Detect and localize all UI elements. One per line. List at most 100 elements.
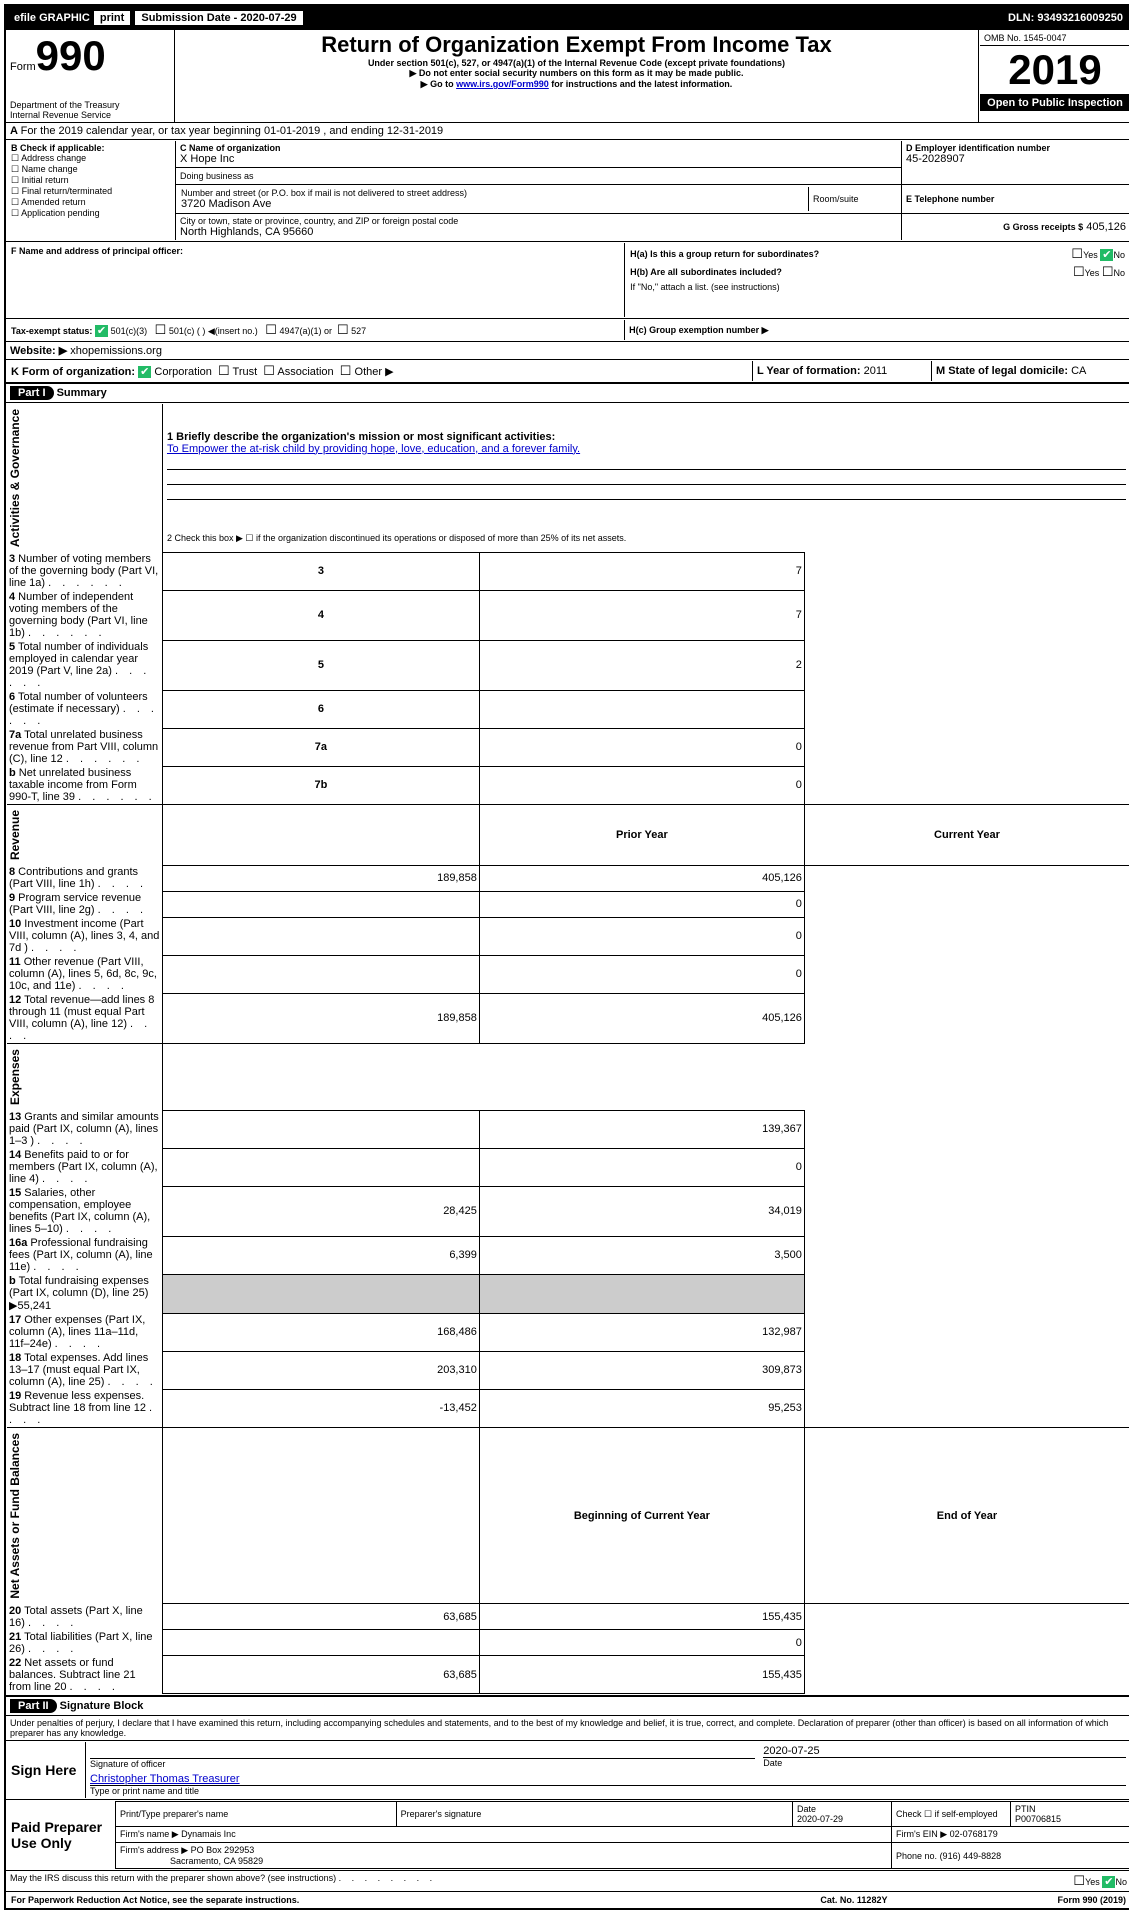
header-center: Return of Organization Exempt From Incom…	[175, 30, 979, 123]
dept-treasury: Department of the Treasury	[10, 100, 170, 110]
data-row: 22 Net assets or fund balances. Subtract…	[7, 1656, 1129, 1694]
box-d: D Employer identification number 45-2028…	[902, 141, 1129, 185]
end-year-hdr: End of Year	[804, 1428, 1129, 1604]
data-row: 14 Benefits paid to or for members (Part…	[7, 1148, 1129, 1186]
gov-row: 4 Number of independent voting members o…	[7, 590, 1129, 640]
top-bar: efile GRAPHIC print Submission Date - 20…	[5, 5, 1129, 30]
box-c-dba: Doing business as	[176, 168, 902, 185]
chk-final[interactable]: ☐ Final return/terminated	[11, 186, 171, 197]
prior-year-hdr: Prior Year	[479, 805, 804, 866]
firm-ein: Firm's EIN ▶ 02-0768179	[892, 1827, 1129, 1843]
data-row: 11 Other revenue (Part VIII, column (A),…	[7, 955, 1129, 993]
part1-header: Part I Summary	[5, 383, 1129, 403]
data-row: 20 Total assets (Part X, line 16) . . . …	[7, 1604, 1129, 1630]
self-emp[interactable]: Check ☐ if self-employed	[892, 1802, 1011, 1827]
discuss-yes[interactable]: ☐	[1073, 1873, 1085, 1888]
gov-row: 5 Total number of individuals employed i…	[7, 640, 1129, 690]
box-c-name: C Name of organization X Hope Inc	[176, 141, 902, 168]
print-button[interactable]: print	[93, 10, 131, 26]
form-id-box: Form990 Department of the Treasury Inter…	[5, 30, 175, 123]
mission-text: To Empower the at-risk child by providin…	[167, 443, 580, 455]
chk-trust[interactable]: ☐	[218, 363, 230, 378]
data-row: 15 Salaries, other compensation, employe…	[7, 1186, 1129, 1236]
chk-4947[interactable]: ☐	[265, 322, 277, 337]
firm-name: Firm's name ▶ Dynamais Inc	[116, 1827, 892, 1843]
chk-501c3[interactable]: ✔	[95, 325, 108, 337]
tax-year: 2019	[980, 46, 1129, 95]
box-c-city: City or town, state or province, country…	[176, 214, 902, 241]
efile-label: efile GRAPHIC print Submission Date - 20…	[10, 8, 800, 28]
data-row: 13 Grants and similar amounts paid (Part…	[7, 1110, 1129, 1148]
chk-527[interactable]: ☐	[337, 322, 349, 337]
ha-no[interactable]: ✔	[1100, 249, 1113, 261]
form-word: Form	[10, 61, 36, 73]
chk-assoc[interactable]: ☐	[263, 363, 275, 378]
form-990: efile GRAPHIC print Submission Date - 20…	[4, 4, 1129, 1910]
box-j: Website: ▶ xhopemissions.org	[5, 342, 1129, 360]
box-g: G Gross receipts $ 405,126	[902, 214, 1129, 241]
chk-501c[interactable]: ☐	[155, 322, 167, 337]
box-hc: H(c) Group exemption number ▶	[625, 320, 1129, 340]
gov-row: b Net unrelated business taxable income …	[7, 766, 1129, 805]
declaration: Under penalties of perjury, I declare th…	[5, 1716, 1129, 1741]
period-line: A For the 2019 calendar year, or tax yea…	[5, 123, 1129, 140]
submission-date: Submission Date - 2020-07-29	[134, 10, 303, 26]
paid-preparer: Paid Preparer Use Only	[7, 1802, 116, 1869]
irs-link[interactable]: www.irs.gov/Form990	[456, 79, 549, 89]
side-expenses: Expenses	[8, 1045, 22, 1109]
dept-irs: Internal Revenue Service	[10, 110, 170, 120]
chk-addr[interactable]: ☐ Address change	[11, 153, 171, 164]
sign-here: Sign Here	[7, 1742, 86, 1798]
data-row: 8 Contributions and grants (Part VIII, l…	[7, 865, 1129, 891]
data-row: 10 Investment income (Part VIII, column …	[7, 917, 1129, 955]
box-c-street: Number and street (or P.O. box if mail i…	[176, 185, 902, 214]
room-suite: Room/suite	[809, 187, 898, 211]
subtitle-2: ▶ Do not enter social security numbers o…	[179, 68, 974, 79]
firm-addr: Firm's address ▶ PO Box 292953 Sacrament…	[116, 1843, 892, 1869]
box-b: B Check if applicable: ☐ Address change …	[7, 141, 176, 240]
form-title: Return of Organization Exempt From Incom…	[179, 32, 974, 58]
box-h: H(a) Is this a group return for subordin…	[625, 243, 1129, 317]
gov-row: 6 Total number of volunteers (estimate i…	[7, 690, 1129, 728]
prep-name: Print/Type preparer's name	[116, 1802, 397, 1827]
box-k: K Form of organization: ✔ Corporation ☐ …	[7, 361, 753, 381]
form-number: 990	[36, 32, 106, 79]
begin-year-hdr: Beginning of Current Year	[479, 1428, 804, 1604]
subtitle-3: ▶ Go to www.irs.gov/Form990 for instruct…	[179, 79, 974, 90]
discuss-no[interactable]: ✔	[1102, 1876, 1115, 1888]
box-f: F Name and address of principal officer:	[7, 243, 625, 317]
hb-yes[interactable]: ☐	[1073, 264, 1085, 279]
ha-yes[interactable]: ☐	[1071, 246, 1083, 261]
officer-signature[interactable]	[90, 1744, 755, 1759]
box-e: E Telephone number	[902, 185, 1129, 214]
open-inspection: Open to Public Inspection	[980, 95, 1129, 111]
gov-row: 3 Number of voting members of the govern…	[7, 552, 1129, 590]
box-l: L Year of formation: 2011	[753, 361, 932, 381]
sign-date: 2020-07-25	[763, 1745, 1126, 1757]
data-row: 18 Total expenses. Add lines 13–17 (must…	[7, 1351, 1129, 1389]
firm-phone: Phone no. (916) 449-8828	[892, 1843, 1129, 1869]
chk-other[interactable]: ☐	[340, 363, 352, 378]
discuss-row: May the IRS discuss this return with the…	[5, 1871, 1129, 1892]
data-row: 9 Program service revenue (Part VIII, li…	[7, 891, 1129, 917]
header-right: OMB No. 1545-0047 2019 Open to Public In…	[979, 30, 1129, 123]
subtitle-1: Under section 501(c), 527, or 4947(a)(1)…	[179, 58, 974, 68]
officer-name: Christopher Thomas Treasurer	[90, 1773, 1126, 1785]
hb-no[interactable]: ☐	[1102, 264, 1114, 279]
chk-corp[interactable]: ✔	[138, 366, 151, 378]
data-row: 17 Other expenses (Part IX, column (A), …	[7, 1313, 1129, 1351]
dln: DLN: 93493216009250	[800, 8, 1127, 28]
side-revenue: Revenue	[8, 806, 22, 864]
chk-app[interactable]: ☐ Application pending	[11, 208, 171, 219]
part2-header: Part II Signature Block	[5, 1696, 1129, 1716]
gov-row: 7a Total unrelated business revenue from…	[7, 728, 1129, 766]
chk-amend[interactable]: ☐ Amended return	[11, 197, 171, 208]
side-activities: Activities & Governance	[8, 405, 22, 551]
chk-init[interactable]: ☐ Initial return	[11, 175, 171, 186]
prep-date: Date2020-07-29	[793, 1802, 892, 1827]
data-row: b Total fundraising expenses (Part IX, c…	[7, 1274, 1129, 1313]
footer: For Paperwork Reduction Act Notice, see …	[5, 1892, 1129, 1910]
tax-status: Tax-exempt status: ✔ 501(c)(3) ☐ 501(c) …	[7, 320, 625, 340]
chk-name[interactable]: ☐ Name change	[11, 164, 171, 175]
prep-sig: Preparer's signature	[396, 1802, 792, 1827]
